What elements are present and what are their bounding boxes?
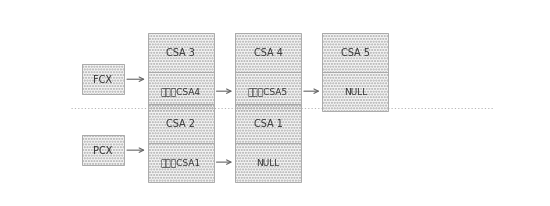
- Text: CSA 5: CSA 5: [341, 48, 370, 58]
- Bar: [147, 104, 213, 182]
- Bar: [235, 33, 301, 111]
- Bar: [81, 136, 124, 165]
- Text: CSA 2: CSA 2: [166, 118, 195, 128]
- Bar: [147, 104, 213, 182]
- Text: 链接到CSA5: 链接到CSA5: [248, 87, 288, 96]
- Text: CSA 1: CSA 1: [254, 118, 283, 128]
- Bar: [322, 33, 388, 111]
- Bar: [81, 136, 124, 165]
- Text: NULL: NULL: [344, 87, 367, 96]
- Text: NULL: NULL: [256, 158, 279, 167]
- Text: PCX: PCX: [93, 145, 113, 155]
- Bar: [81, 65, 124, 95]
- Bar: [235, 104, 301, 182]
- Bar: [322, 33, 388, 111]
- Text: 链接到CSA1: 链接到CSA1: [161, 158, 201, 167]
- Text: 链接到CSA4: 链接到CSA4: [161, 87, 201, 96]
- Bar: [81, 65, 124, 95]
- Text: CSA 3: CSA 3: [166, 48, 195, 58]
- Bar: [147, 33, 213, 111]
- Bar: [235, 33, 301, 111]
- Bar: [235, 104, 301, 182]
- Text: FCX: FCX: [94, 75, 112, 85]
- Bar: [147, 33, 213, 111]
- Text: CSA 4: CSA 4: [254, 48, 283, 58]
